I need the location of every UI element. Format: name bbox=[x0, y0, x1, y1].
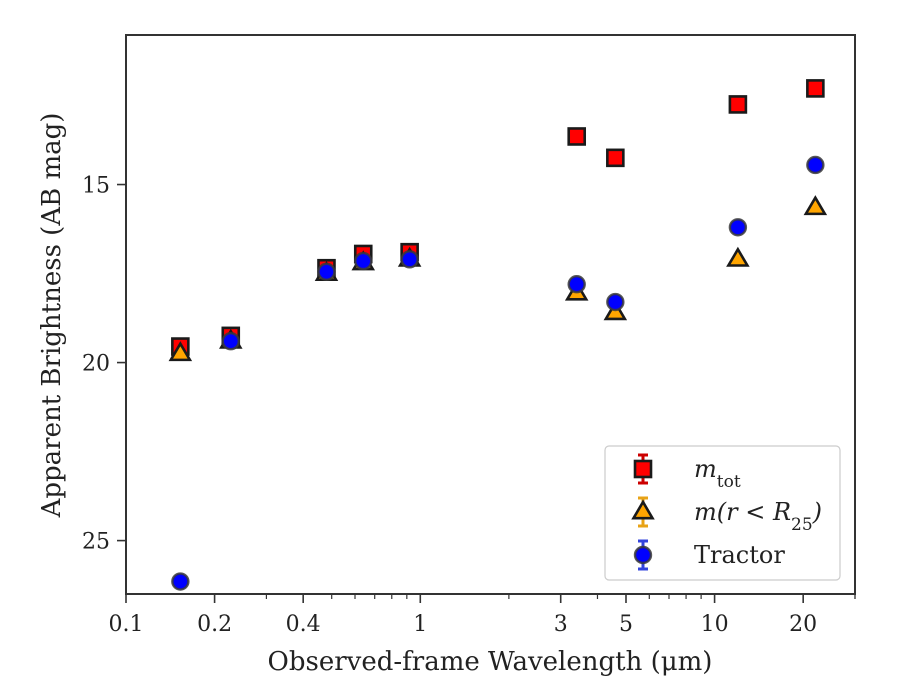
x-axis-label: Observed-frame Wavelength (μm) bbox=[268, 647, 713, 677]
x-tick-label: 1 bbox=[413, 612, 427, 637]
legend-label-sub: 25 bbox=[791, 515, 813, 535]
data-point-triangle bbox=[803, 195, 828, 216]
legend-label-sub: tot bbox=[717, 472, 741, 492]
data-marks bbox=[168, 79, 828, 591]
y-tick-label: 25 bbox=[82, 530, 110, 555]
data-point-circle bbox=[728, 218, 748, 237]
legend-marker-square bbox=[633, 459, 653, 479]
series-triangle bbox=[168, 195, 828, 362]
x-tick-label: 5 bbox=[619, 612, 633, 637]
data-point-square bbox=[606, 148, 625, 168]
y-axis-ticks: 15 20 25 bbox=[82, 174, 126, 555]
legend-entry: Tractor bbox=[633, 539, 785, 571]
legend-entry: m(r < R25) bbox=[631, 496, 822, 535]
data-point-circle bbox=[567, 275, 586, 294]
x-tick-label: 0.2 bbox=[197, 612, 232, 637]
x-axis-ticks: 0.1 0.2 0.4 1 3 5 10 20 bbox=[109, 594, 856, 637]
legend-label-main: m bbox=[694, 455, 717, 483]
x-tick-label: 0.4 bbox=[286, 612, 321, 637]
y-tick-label: 15 bbox=[82, 174, 110, 199]
legend-label-main: Tractor bbox=[694, 541, 785, 569]
x-tick-label: 3 bbox=[554, 612, 568, 637]
data-point-circle bbox=[354, 251, 373, 271]
legend-marker-circle bbox=[633, 545, 653, 565]
legend-label: m(r < R25) bbox=[694, 498, 822, 535]
data-point-square bbox=[806, 79, 825, 98]
data-point-circle bbox=[317, 262, 336, 281]
legend-entry: mtot bbox=[633, 453, 741, 492]
legend-label-end: ) bbox=[812, 498, 822, 526]
legend: mtot m(r < R25) Tractor bbox=[604, 445, 841, 581]
y-tick-label: 20 bbox=[82, 352, 110, 377]
data-point-square bbox=[567, 127, 587, 146]
data-point-circle bbox=[221, 332, 240, 351]
legend-box bbox=[604, 445, 841, 581]
data-point-circle bbox=[171, 572, 190, 591]
data-point-square bbox=[728, 95, 748, 114]
y-axis-label: Apparent Brightness (AB mag) bbox=[37, 113, 67, 519]
x-tick-label: 10 bbox=[701, 612, 729, 637]
series-square bbox=[171, 79, 825, 356]
data-point-triangle bbox=[168, 341, 193, 362]
series-circle bbox=[171, 155, 825, 591]
data-point-triangle bbox=[726, 246, 750, 267]
legend-marker-triangle bbox=[631, 499, 655, 520]
data-point-circle bbox=[606, 292, 625, 312]
data-point-circle bbox=[400, 250, 419, 269]
data-point-circle bbox=[806, 155, 825, 175]
legend-label: mtot bbox=[694, 455, 741, 492]
x-tick-label: 20 bbox=[789, 612, 817, 637]
legend-label-main: m(r < R bbox=[694, 498, 791, 526]
legend-label: Tractor bbox=[694, 541, 785, 569]
plot-frame bbox=[125, 34, 856, 595]
x-tick-label: 0.1 bbox=[109, 612, 144, 637]
